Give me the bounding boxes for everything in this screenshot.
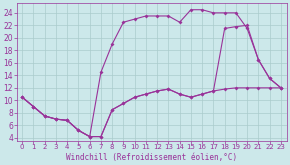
X-axis label: Windchill (Refroidissement éolien,°C): Windchill (Refroidissement éolien,°C) bbox=[66, 152, 237, 162]
